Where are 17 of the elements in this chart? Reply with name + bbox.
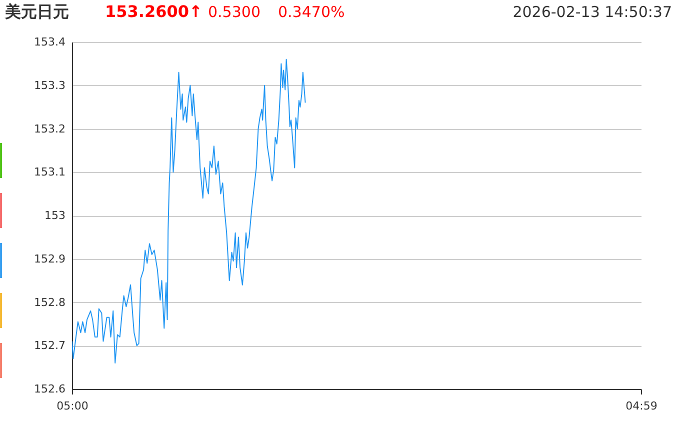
text: 2026-02-13 14:50:37 — [512, 3, 672, 21]
y-tick-label: 153.1 — [34, 166, 66, 179]
y-tick-label: 152.6 — [34, 382, 66, 396]
y-tick-label: 152.9 — [34, 252, 66, 266]
y-tick-label: 152.7 — [34, 339, 66, 352]
x-tick-label: 04:59 — [626, 400, 658, 412]
y-tick-label: 153 — [44, 209, 66, 222]
chart-title: 美元日元 — [5, 2, 69, 21]
y-tick-label: 152.8 — [34, 296, 66, 309]
text: 0.3470% — [278, 3, 345, 21]
text: 0.5300 — [208, 3, 260, 21]
y-tick-label: 153.2 — [34, 122, 66, 136]
text: 153.2600↑ — [105, 2, 202, 21]
y-tick-label: 153.4 — [34, 36, 66, 48]
line-series — [72, 58, 306, 364]
x-tick-label: 05:00 — [56, 400, 88, 412]
y-tick-label: 153.3 — [34, 78, 66, 92]
